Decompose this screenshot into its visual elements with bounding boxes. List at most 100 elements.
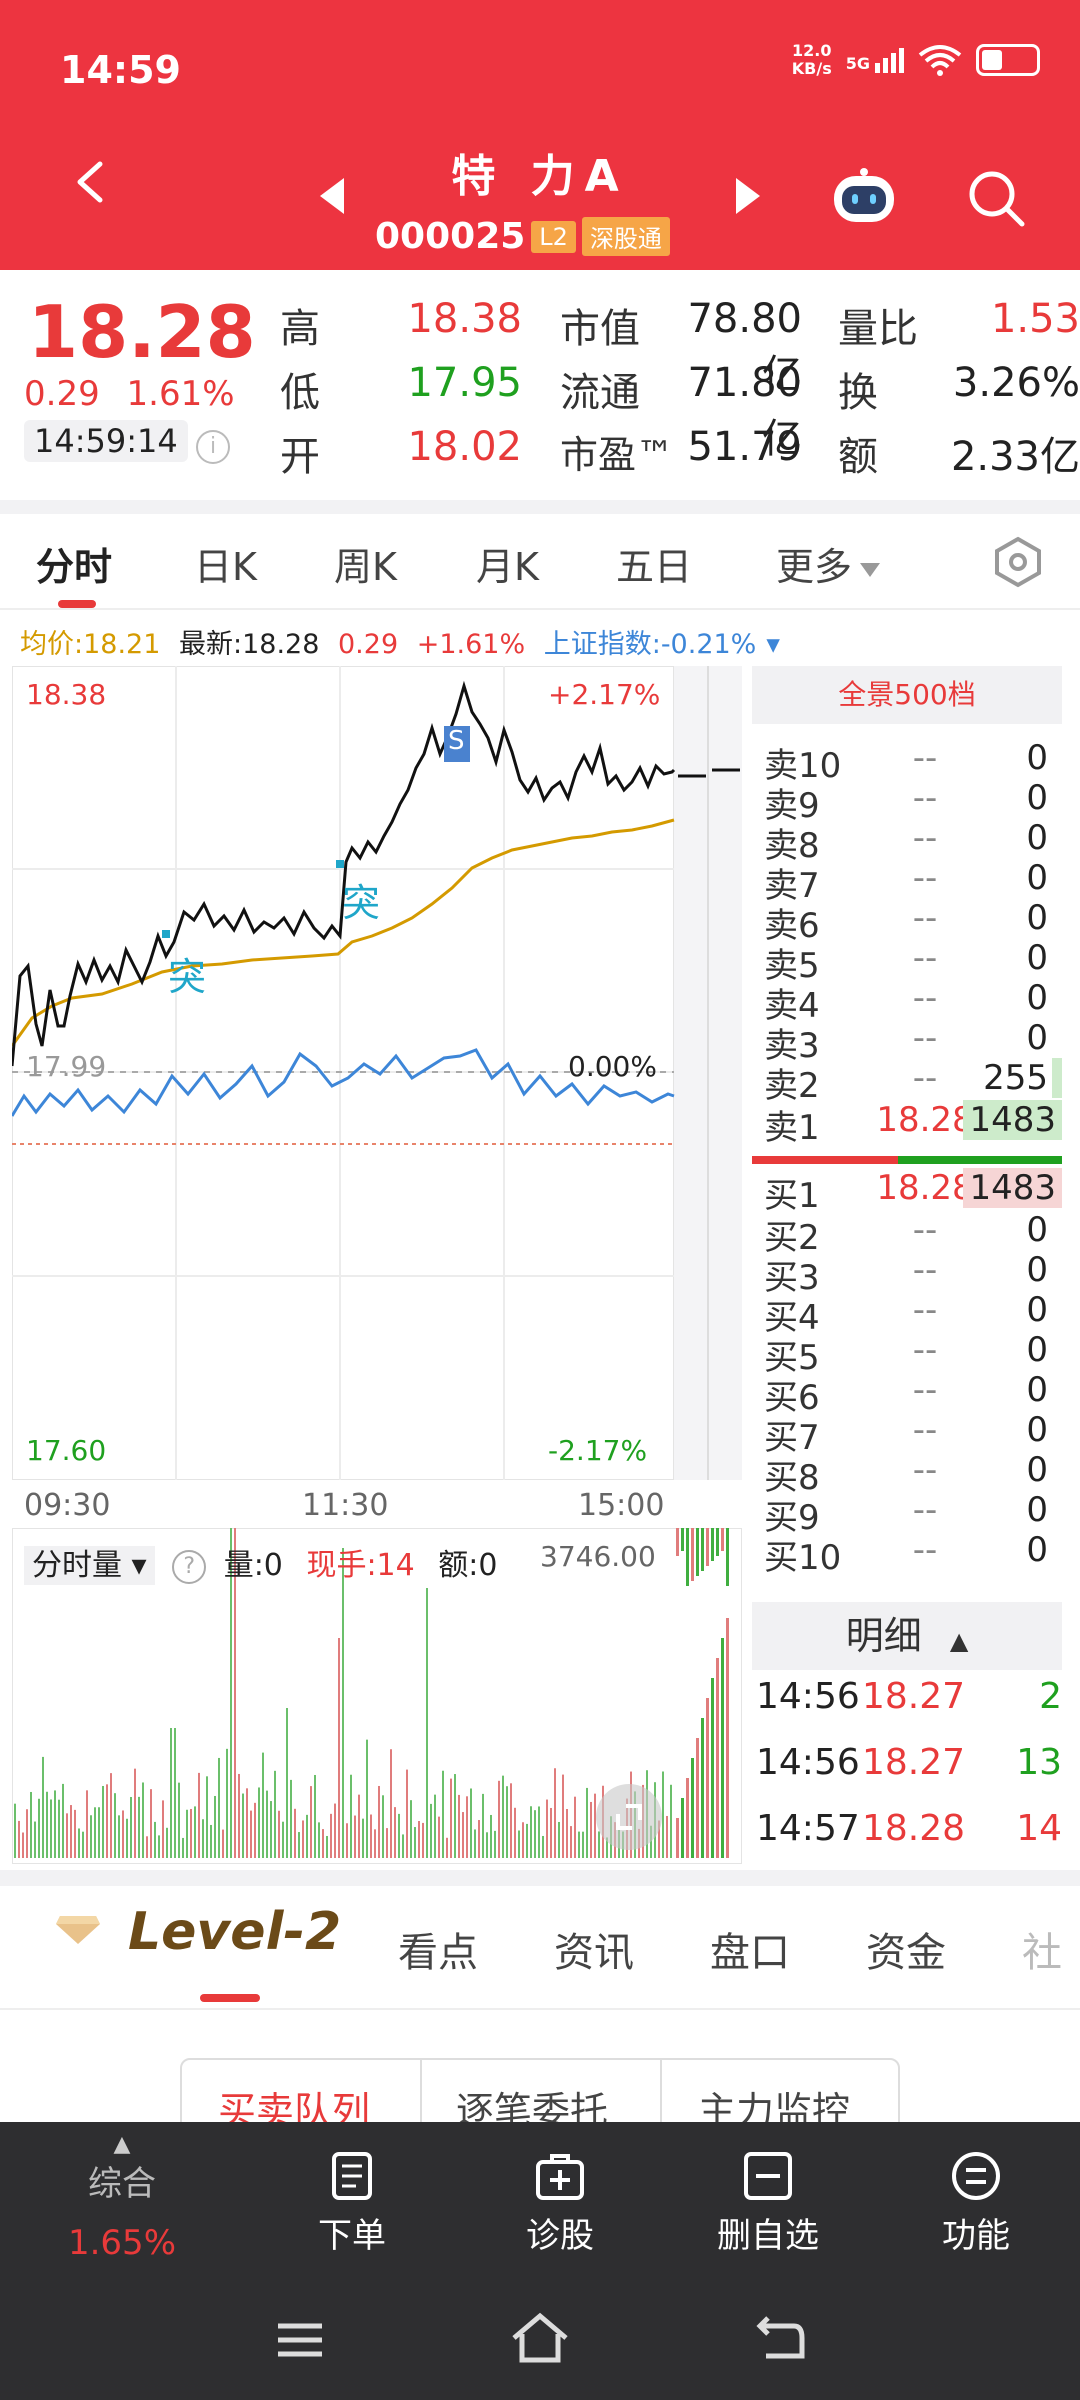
tab-monthly-k[interactable]: 月K: [476, 545, 539, 589]
back-nav-icon[interactable]: [754, 2316, 806, 2364]
tab-community[interactable]: 社: [1022, 1930, 1062, 1976]
axis-top-pct: +2.17%: [548, 678, 661, 711]
high-label: 高: [280, 306, 320, 352]
volume-bar: [578, 1831, 580, 1858]
volume-chart[interactable]: [12, 1528, 742, 1864]
menu-circle-icon: [952, 2152, 1000, 2200]
nav-diagnose-label: 诊股: [526, 2216, 594, 2256]
volume-bar: [342, 1548, 344, 1858]
bid-row: 买9 -- 0: [764, 1490, 1064, 1538]
subtab-queue[interactable]: 买卖队列: [218, 2089, 371, 2128]
vol-ratio-value: 1.53: [990, 296, 1080, 342]
bid-row: 买1 18.28 1483: [764, 1168, 1064, 1216]
volume-bar: [250, 1810, 252, 1858]
volume-bar: [414, 1827, 416, 1858]
volume-bar: [30, 1791, 32, 1858]
volume-bar: [166, 1827, 168, 1858]
ask-row: 卖3 -- 0: [764, 1018, 1064, 1066]
nav-remove-favorite-label: 删自选: [717, 2216, 819, 2256]
help-icon[interactable]: ?: [172, 1549, 207, 1584]
next-stock-icon[interactable]: [736, 178, 760, 214]
bid-label: 买1: [764, 1176, 820, 1216]
info-icon[interactable]: i: [196, 430, 230, 464]
volume-bar: [506, 1786, 508, 1858]
settings-hex-icon[interactable]: [992, 536, 1044, 588]
ask-label: 卖6: [764, 906, 820, 946]
bid-price: --: [912, 1490, 938, 1530]
float-label: 流通: [560, 370, 640, 416]
tab-highlights[interactable]: 看点: [398, 1930, 478, 1976]
volume-bar: [66, 1813, 68, 1858]
bid-vol: 0: [1026, 1530, 1048, 1570]
signal-break-2[interactable]: 突: [342, 881, 381, 925]
volume-bar: [154, 1821, 156, 1858]
nav-diagnose[interactable]: 诊股: [480, 2150, 640, 2257]
ask-row: 卖7 -- 0: [764, 858, 1064, 906]
volume-bar: [18, 1820, 20, 1858]
volume-bar: [58, 1799, 60, 1858]
expand-icon[interactable]: [596, 1784, 662, 1850]
tab-more-label: 更多: [776, 545, 853, 589]
subtab-orders[interactable]: 逐笔委托: [456, 2089, 609, 2128]
tab-funds[interactable]: 资金: [866, 1930, 946, 1976]
volume-bar: [658, 1820, 660, 1858]
bid-vol: 0: [1026, 1290, 1048, 1330]
prev-stock-icon[interactable]: [320, 178, 344, 214]
home-icon[interactable]: [510, 2312, 570, 2364]
detail-price: 18.27: [862, 1742, 966, 1783]
current-hand: 现手:14: [306, 1548, 415, 1583]
detail-header[interactable]: 明细 ▲: [752, 1602, 1062, 1670]
tab-weekly-k[interactable]: 周K: [334, 545, 397, 589]
chevron-down-icon: [860, 562, 881, 577]
search-icon[interactable]: [964, 166, 1028, 230]
detail-price: 18.28: [862, 1808, 966, 1849]
volume-bar: [346, 1823, 348, 1858]
axis-mid-pct: 0.00%: [568, 1050, 657, 1083]
volume-bar: [594, 1793, 596, 1858]
signal-break-1[interactable]: 突: [168, 955, 207, 999]
ask-price: --: [912, 1018, 938, 1058]
intraday-chart[interactable]: [12, 666, 742, 1480]
tab-daily-k[interactable]: 日K: [194, 545, 257, 589]
volume-bar: [202, 1819, 204, 1858]
volume-bar: [222, 1829, 224, 1858]
tab-more[interactable]: 更多: [776, 536, 881, 591]
index-dropdown-icon[interactable]: ▾: [766, 629, 780, 660]
tab-level2[interactable]: Level-2: [128, 1902, 342, 1962]
volume-bar: [486, 1832, 488, 1858]
subtab-main-monitor[interactable]: 主力监控: [698, 2089, 851, 2128]
robot-assistant-icon[interactable]: [828, 166, 900, 226]
bid-label: 买8: [764, 1458, 820, 1498]
stock-title: 特 力A: [451, 151, 629, 202]
volume-bar: [711, 1678, 714, 1858]
legend-index[interactable]: 上证指数:-0.21%: [543, 629, 757, 660]
bid-ask-ratio-bar: [752, 1156, 1062, 1164]
order-book-header[interactable]: 全景500档: [752, 666, 1062, 724]
tab-news[interactable]: 资讯: [554, 1930, 634, 1976]
volume-bar: [366, 1739, 368, 1858]
nav-remove-favorite[interactable]: 删自选: [688, 2150, 848, 2257]
avg-price-line: [12, 818, 675, 1047]
volume-bar: [482, 1793, 484, 1858]
header-bar: 14:59 12.0 KB/s 5G: [0, 0, 1080, 270]
menu-icon[interactable]: [274, 2318, 326, 2364]
nav-composite[interactable]: ▲ 综合 1.65%: [42, 2134, 202, 2264]
volume-bar: [306, 1814, 308, 1858]
volume-selector[interactable]: 分时量 ▾: [24, 1546, 155, 1585]
tab-intraday[interactable]: 分时: [36, 545, 113, 589]
bid-price: --: [912, 1330, 938, 1370]
low-value: 17.95: [407, 360, 522, 406]
volume-bar: [701, 1528, 704, 1571]
tab-market-depth[interactable]: 盘口: [710, 1930, 790, 1976]
volume-bar: [26, 1809, 28, 1858]
sell-signal-marker[interactable]: [444, 726, 470, 762]
back-icon[interactable]: [70, 160, 114, 204]
volume-bar: [526, 1823, 528, 1858]
nav-order[interactable]: 下单: [272, 2150, 432, 2257]
volume-bar: [242, 1793, 244, 1858]
tab-five-day[interactable]: 五日: [616, 545, 693, 589]
volume-bar: [138, 1796, 140, 1858]
nav-functions[interactable]: 功能: [896, 2150, 1056, 2257]
net-speed-value: 12.0: [792, 41, 832, 60]
volume-bar: [426, 1588, 428, 1858]
